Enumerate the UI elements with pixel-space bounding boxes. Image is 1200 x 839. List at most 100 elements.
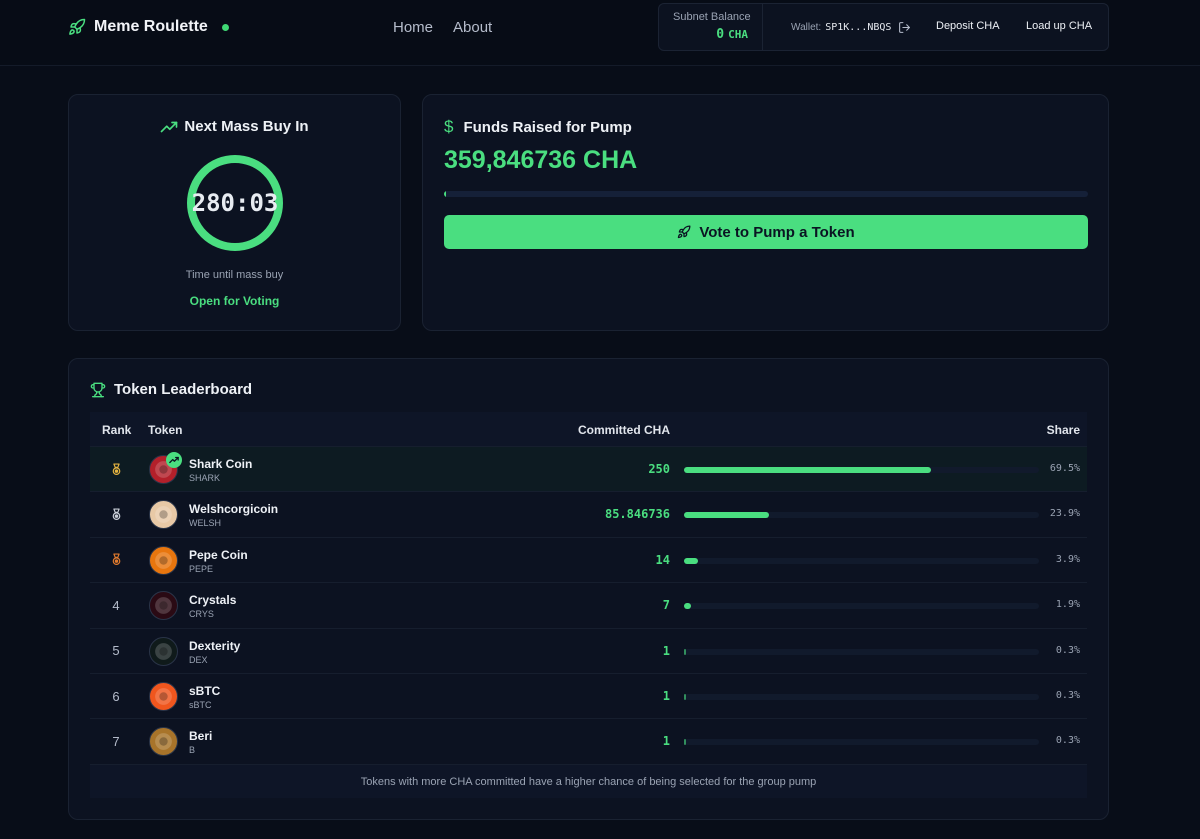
- table-header: Rank Token Committed CHA Share: [90, 412, 1087, 446]
- share-bar: [684, 693, 1039, 700]
- dexterity-icon: [149, 636, 178, 666]
- share-bar-fill: [684, 512, 769, 519]
- silver-medal-icon: [112, 508, 120, 521]
- share-bar-fill: [684, 603, 691, 610]
- countdown-text: 280:03: [191, 189, 279, 217]
- table-row[interactable]: 4 Crystals CRYS 7 1.9%: [90, 582, 1087, 628]
- table-row[interactable]: Shark Coin SHARK 250 69.5%: [90, 446, 1087, 492]
- table-row[interactable]: 7 Beri B 1 0.3%: [90, 718, 1087, 764]
- countdown-wrapper: 280:03: [186, 154, 284, 252]
- pepe-coin-icon: [149, 545, 178, 575]
- timer-title-text: Next Mass Buy In: [184, 118, 309, 135]
- balance-unit: CHA: [728, 28, 748, 41]
- funds-title: $ Funds Raised for Pump: [444, 117, 632, 137]
- share-percent: 0.3%: [1055, 644, 1080, 656]
- token-name: Shark Coin: [189, 457, 253, 471]
- bronze-medal-icon: [112, 553, 120, 566]
- share-bar-fill: [684, 557, 698, 564]
- rank-cell: 6: [90, 674, 142, 718]
- wallet-label: Wallet:: [791, 22, 822, 33]
- rank-number: 7: [112, 734, 120, 750]
- welsh-corgi-icon: [149, 500, 178, 530]
- share-percent: 0.3%: [1055, 735, 1080, 747]
- funds-value: 359,846736 CHA: [444, 146, 638, 174]
- subnet-balance: Subnet Balance 0 CHA: [659, 4, 763, 50]
- balance-amount: 0: [716, 27, 725, 42]
- committed-amount: 1: [662, 643, 670, 658]
- trending-up-icon: [161, 121, 178, 132]
- vote-button-label: Vote to Pump a Token: [699, 223, 855, 241]
- timer-title: Next Mass Buy In: [69, 118, 400, 135]
- beri-coin-icon: [149, 727, 178, 757]
- nav-about-link[interactable]: About: [453, 19, 493, 36]
- rank-cell: [90, 447, 142, 491]
- nav-home-link[interactable]: Home: [393, 19, 434, 36]
- share-bar: [684, 512, 1039, 519]
- committed-amount: 1: [662, 734, 670, 749]
- share-bar: [684, 557, 1039, 564]
- share-percent: 23.9%: [1049, 508, 1080, 520]
- token-symbol: WELSH: [189, 518, 222, 529]
- table-row[interactable]: Welshcorgicoin WELSH 85.846736 23.9%: [90, 491, 1087, 537]
- balance-label: Subnet Balance: [673, 11, 751, 23]
- committed-amount: 14: [655, 552, 670, 567]
- committed-amount: 250: [648, 462, 670, 476]
- token-name: sBTC: [189, 683, 221, 698]
- vote-to-pump-button[interactable]: Vote to Pump a Token: [444, 215, 1088, 249]
- leaderboard-footer: Tokens with more CHA committed have a hi…: [90, 763, 1087, 798]
- table-row[interactable]: Pepe Coin PEPE 14 3.9%: [90, 536, 1087, 583]
- leaderboard-title: Token Leaderboard: [90, 381, 252, 398]
- share-bar: [684, 648, 1039, 655]
- top-bar: Meme Roulette Home About Subnet Balance …: [0, 0, 1200, 66]
- funds-raised-card: $ Funds Raised for Pump 359,846736 CHA V…: [422, 94, 1109, 331]
- table-row[interactable]: 5 Dexterity DEX 1 0.3%: [90, 627, 1087, 673]
- mass-buy-timer-card: Next Mass Buy In 280:03 Time until mass …: [68, 94, 401, 331]
- funds-title-text: Funds Raised for Pump: [463, 118, 632, 136]
- committed-amount: 7: [662, 598, 670, 613]
- token-name: Crystals: [189, 593, 237, 608]
- share-percent: 0.3%: [1055, 689, 1080, 701]
- wallet-address-value: SP1K...NBQS: [825, 22, 892, 33]
- token-leaderboard-card: Token Leaderboard Rank Token Committed C…: [68, 358, 1109, 820]
- column-token: Token: [148, 423, 183, 437]
- token-name: Beri: [189, 729, 213, 744]
- share-bar-fill: [684, 693, 686, 700]
- token-symbol: B: [189, 745, 196, 756]
- table-body: Shark Coin SHARK 250 69.5% Welshcorgicoin WEL…: [90, 446, 1087, 764]
- token-symbol: DEX: [189, 654, 208, 665]
- brand[interactable]: Meme Roulette: [68, 14, 229, 40]
- share-percent: 1.9%: [1055, 599, 1080, 611]
- logout-icon[interactable]: [898, 21, 911, 34]
- status-dot: [221, 23, 229, 31]
- token-symbol: SHARK: [189, 473, 221, 483]
- rocket-icon: [69, 18, 86, 35]
- rank-number: 4: [112, 597, 120, 613]
- sbtc-icon: [149, 681, 178, 711]
- load-up-button[interactable]: Load up CHA: [1026, 20, 1093, 32]
- token-symbol: CRYS: [189, 609, 214, 620]
- committed-amount: 1: [662, 688, 670, 703]
- balance-value: 0 CHA: [716, 27, 748, 42]
- token-name: Welshcorgicoin: [189, 502, 279, 517]
- table-row[interactable]: 6 sBTC sBTC 1 0.3%: [90, 672, 1087, 719]
- share-bar-fill: [684, 739, 686, 746]
- column-committed: Committed CHA: [578, 423, 670, 437]
- deposit-button[interactable]: Deposit CHA: [936, 20, 1000, 32]
- token-name: Pepe Coin: [189, 547, 248, 562]
- committed-amount: 85.846736: [604, 507, 670, 522]
- share-bar: [684, 739, 1039, 746]
- crystals-icon: [149, 591, 178, 621]
- wallet-address: Wallet: SP1K...NBQS: [791, 21, 911, 34]
- leaderboard-title-text: Token Leaderboard: [114, 381, 253, 398]
- token-symbol: PEPE: [189, 563, 214, 574]
- funds-progress-bar: [444, 191, 1088, 197]
- countdown-ring: [187, 155, 283, 251]
- funds-progress-fill: [444, 191, 446, 197]
- trending-badge-icon: [166, 452, 182, 468]
- share-bar: [684, 467, 1039, 473]
- rocket-icon: [678, 225, 691, 239]
- share-bar: [684, 603, 1039, 610]
- main-nav: Home About: [393, 19, 492, 36]
- column-rank: Rank: [102, 423, 132, 437]
- rank-cell: 4: [90, 583, 142, 627]
